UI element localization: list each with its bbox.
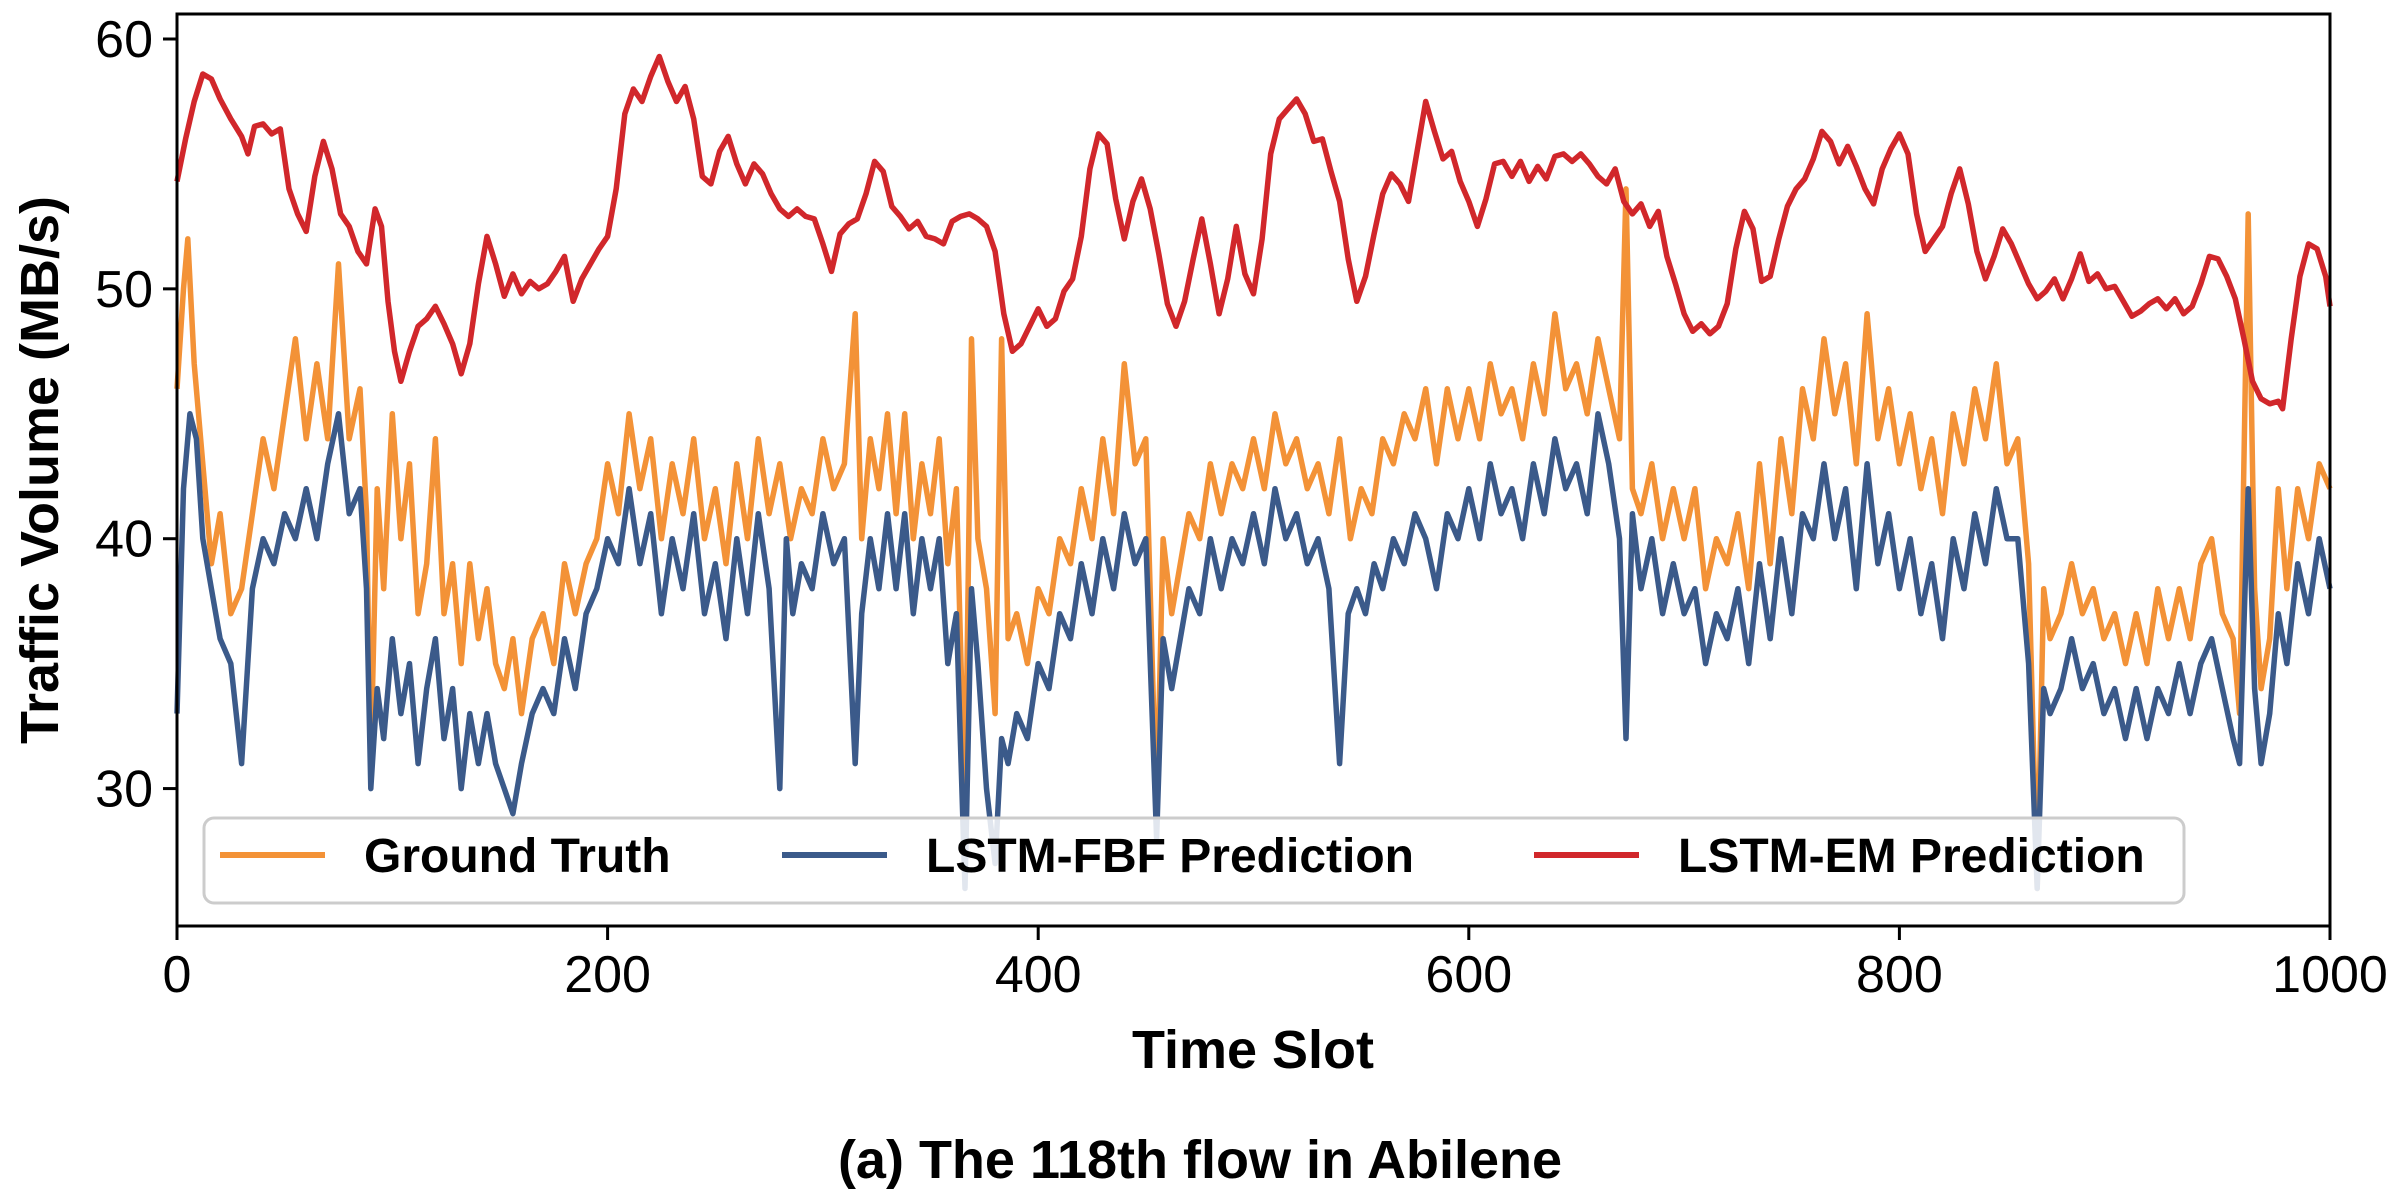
series-line-1 [174,411,2333,892]
figure-caption: (a) The 118th flow in Abilene [838,1130,1562,1190]
legend-box [202,816,2186,905]
x-tick-label: 200 [564,946,651,1004]
x-ticks: 0 200 400 600 800 1000 [163,926,2388,1004]
plot-frame [175,12,2332,928]
y-tick-label: 40 [95,511,153,569]
y-tick-label: 60 [95,11,153,69]
x-tick-label: 1000 [2272,946,2388,1004]
y-tick-label: 30 [95,761,153,819]
legend-label: Ground Truth [364,830,671,883]
x-tick-label: 800 [1856,946,1943,1004]
series-line-0 [174,186,2333,892]
series-line-2 [174,53,2333,412]
x-axis-label: Time Slot [1132,1020,1374,1080]
y-ticks: 30 40 50 60 [95,11,177,819]
series-layer [174,53,2333,892]
y-axis-label: Traffic Volume (MB/s) [10,196,70,744]
x-tick-label: 0 [163,946,192,1004]
legend-label: LSTM-FBF Prediction [926,830,1414,883]
legend-label: LSTM-EM Prediction [1678,830,2145,883]
y-tick-label: 50 [95,261,153,319]
x-tick-label: 400 [995,946,1082,1004]
x-tick-label: 600 [1425,946,1512,1004]
legend: Ground Truth LSTM-FBF Prediction LSTM-EM P… [202,816,2186,905]
